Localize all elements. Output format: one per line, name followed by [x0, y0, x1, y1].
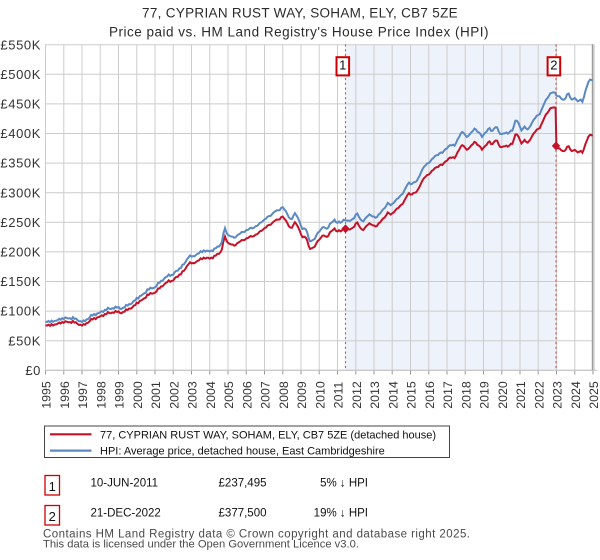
svg-text:77, CYPRIAN RUST WAY, SOHAM, E: 77, CYPRIAN RUST WAY, SOHAM, ELY, CB7 5Z… [142, 5, 458, 20]
svg-text:1: 1 [49, 479, 56, 494]
svg-text:2016: 2016 [423, 381, 437, 409]
svg-text:2004: 2004 [204, 381, 218, 409]
svg-text:£0: £0 [25, 363, 41, 378]
svg-text:21-DEC-2022: 21-DEC-2022 [91, 507, 161, 519]
svg-text:Contains HM Land Registry data: Contains HM Land Registry data © Crown c… [43, 529, 470, 541]
svg-text:19% ↓ HPI: 19% ↓ HPI [314, 507, 368, 519]
svg-text:£450K: £450K [0, 97, 41, 112]
svg-text:2003: 2003 [186, 381, 200, 409]
svg-text:HPI: Average price, detached h: HPI: Average price, detached house, East… [100, 446, 385, 458]
svg-text:1995: 1995 [40, 381, 54, 409]
svg-text:£350K: £350K [0, 156, 41, 171]
svg-text:2011: 2011 [332, 382, 346, 409]
svg-text:£500K: £500K [0, 67, 41, 82]
svg-text:£550K: £550K [0, 37, 41, 52]
svg-text:1998: 1998 [95, 381, 109, 409]
svg-text:This data is licensed under th: This data is licensed under the Open Gov… [43, 539, 359, 551]
svg-text:2006: 2006 [240, 381, 254, 409]
svg-text:2024: 2024 [569, 381, 583, 409]
svg-text:2005: 2005 [222, 381, 236, 409]
svg-text:£100K: £100K [0, 304, 41, 319]
svg-text:2008: 2008 [277, 381, 291, 409]
svg-text:2: 2 [550, 57, 557, 72]
svg-text:2014: 2014 [386, 381, 400, 409]
svg-text:5% ↓ HPI: 5% ↓ HPI [320, 477, 368, 489]
svg-text:1999: 1999 [113, 381, 127, 409]
svg-text:2013: 2013 [368, 381, 382, 409]
svg-text:£300K: £300K [0, 185, 41, 200]
svg-text:2001: 2001 [149, 381, 163, 409]
svg-text:Price paid vs. HM Land Registr: Price paid vs. HM Land Registry's House … [109, 24, 489, 39]
svg-text:2020: 2020 [496, 381, 510, 409]
svg-text:1: 1 [339, 57, 346, 72]
svg-text:2025: 2025 [587, 381, 600, 409]
svg-text:2017: 2017 [441, 381, 455, 409]
svg-text:2019: 2019 [478, 381, 492, 409]
svg-text:2021: 2021 [514, 381, 528, 409]
svg-text:£150K: £150K [0, 274, 41, 289]
svg-text:2012: 2012 [350, 381, 364, 409]
svg-text:10-JUN-2011: 10-JUN-2011 [91, 477, 159, 489]
svg-text:£50K: £50K [8, 333, 41, 348]
svg-text:£237,495: £237,495 [219, 477, 267, 489]
svg-text:2009: 2009 [295, 381, 309, 409]
svg-text:£400K: £400K [0, 126, 41, 141]
svg-text:2: 2 [49, 509, 56, 524]
svg-text:£377,500: £377,500 [219, 507, 267, 519]
svg-text:1996: 1996 [58, 381, 72, 409]
svg-text:2000: 2000 [131, 381, 145, 409]
svg-text:2002: 2002 [167, 381, 181, 409]
svg-text:2010: 2010 [313, 381, 327, 409]
svg-text:2018: 2018 [459, 381, 473, 409]
svg-text:£250K: £250K [0, 215, 41, 230]
svg-text:2023: 2023 [551, 381, 565, 409]
svg-text:2007: 2007 [259, 381, 273, 409]
svg-text:£200K: £200K [0, 245, 41, 260]
svg-text:2022: 2022 [533, 381, 547, 409]
svg-text:77, CYPRIAN RUST WAY, SOHAM, E: 77, CYPRIAN RUST WAY, SOHAM, ELY, CB7 5Z… [100, 430, 436, 442]
svg-text:2015: 2015 [405, 381, 419, 409]
svg-text:1997: 1997 [76, 381, 90, 409]
